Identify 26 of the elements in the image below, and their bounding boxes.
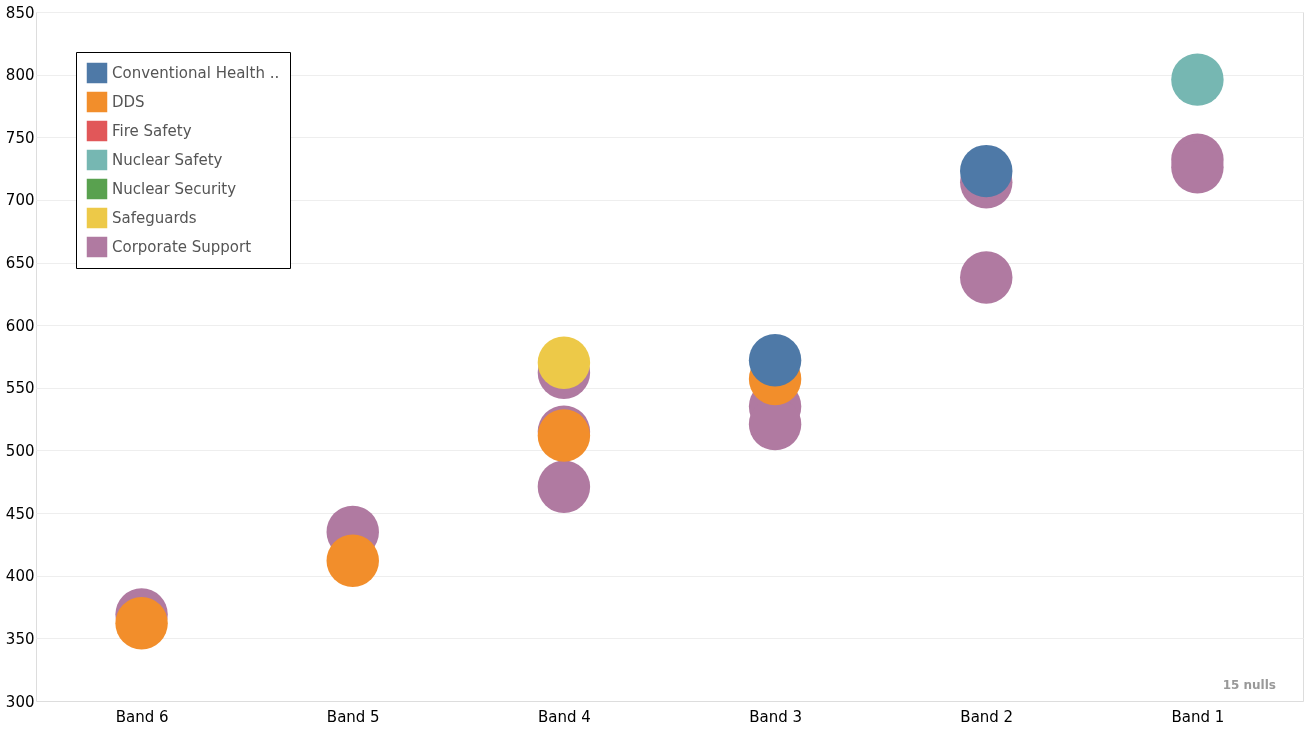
- legend-label: DDS: [112, 93, 145, 111]
- legend-label: Corporate Support: [112, 238, 252, 256]
- y-tick-label: 300: [5, 692, 35, 711]
- legend-label: Safeguards: [112, 209, 197, 227]
- legend-label: Conventional Health ..: [112, 64, 280, 82]
- annotation: 15 nulls: [1222, 678, 1276, 692]
- x-tick-label: Band 1: [1171, 707, 1225, 726]
- y-tick-label: 750: [5, 128, 35, 147]
- y-tick-label: 400: [5, 567, 35, 586]
- y-tick-label: 650: [5, 254, 35, 273]
- x-tick-label: Band 4: [538, 707, 591, 726]
- legend-label: Nuclear Security: [112, 180, 237, 198]
- y-tick-label: 800: [5, 66, 35, 85]
- x-tick-label: Band 6: [115, 707, 169, 726]
- x-tick-label: Band 5: [326, 707, 380, 726]
- x-tick-label: Band 2: [960, 707, 1014, 726]
- legend-label: Nuclear Safety: [112, 151, 223, 169]
- y-tick-label: 500: [5, 441, 35, 460]
- y-tick-label: 550: [5, 379, 35, 398]
- y-tick-label: 450: [5, 504, 35, 523]
- y-tick-label: 700: [5, 191, 35, 210]
- x-tick-label: Band 3: [749, 707, 802, 726]
- y-tick-label: 850: [5, 3, 35, 22]
- legend-label: Fire Safety: [112, 122, 192, 140]
- y-tick-label: 350: [5, 629, 35, 648]
- y-tick-label: 600: [5, 316, 35, 335]
